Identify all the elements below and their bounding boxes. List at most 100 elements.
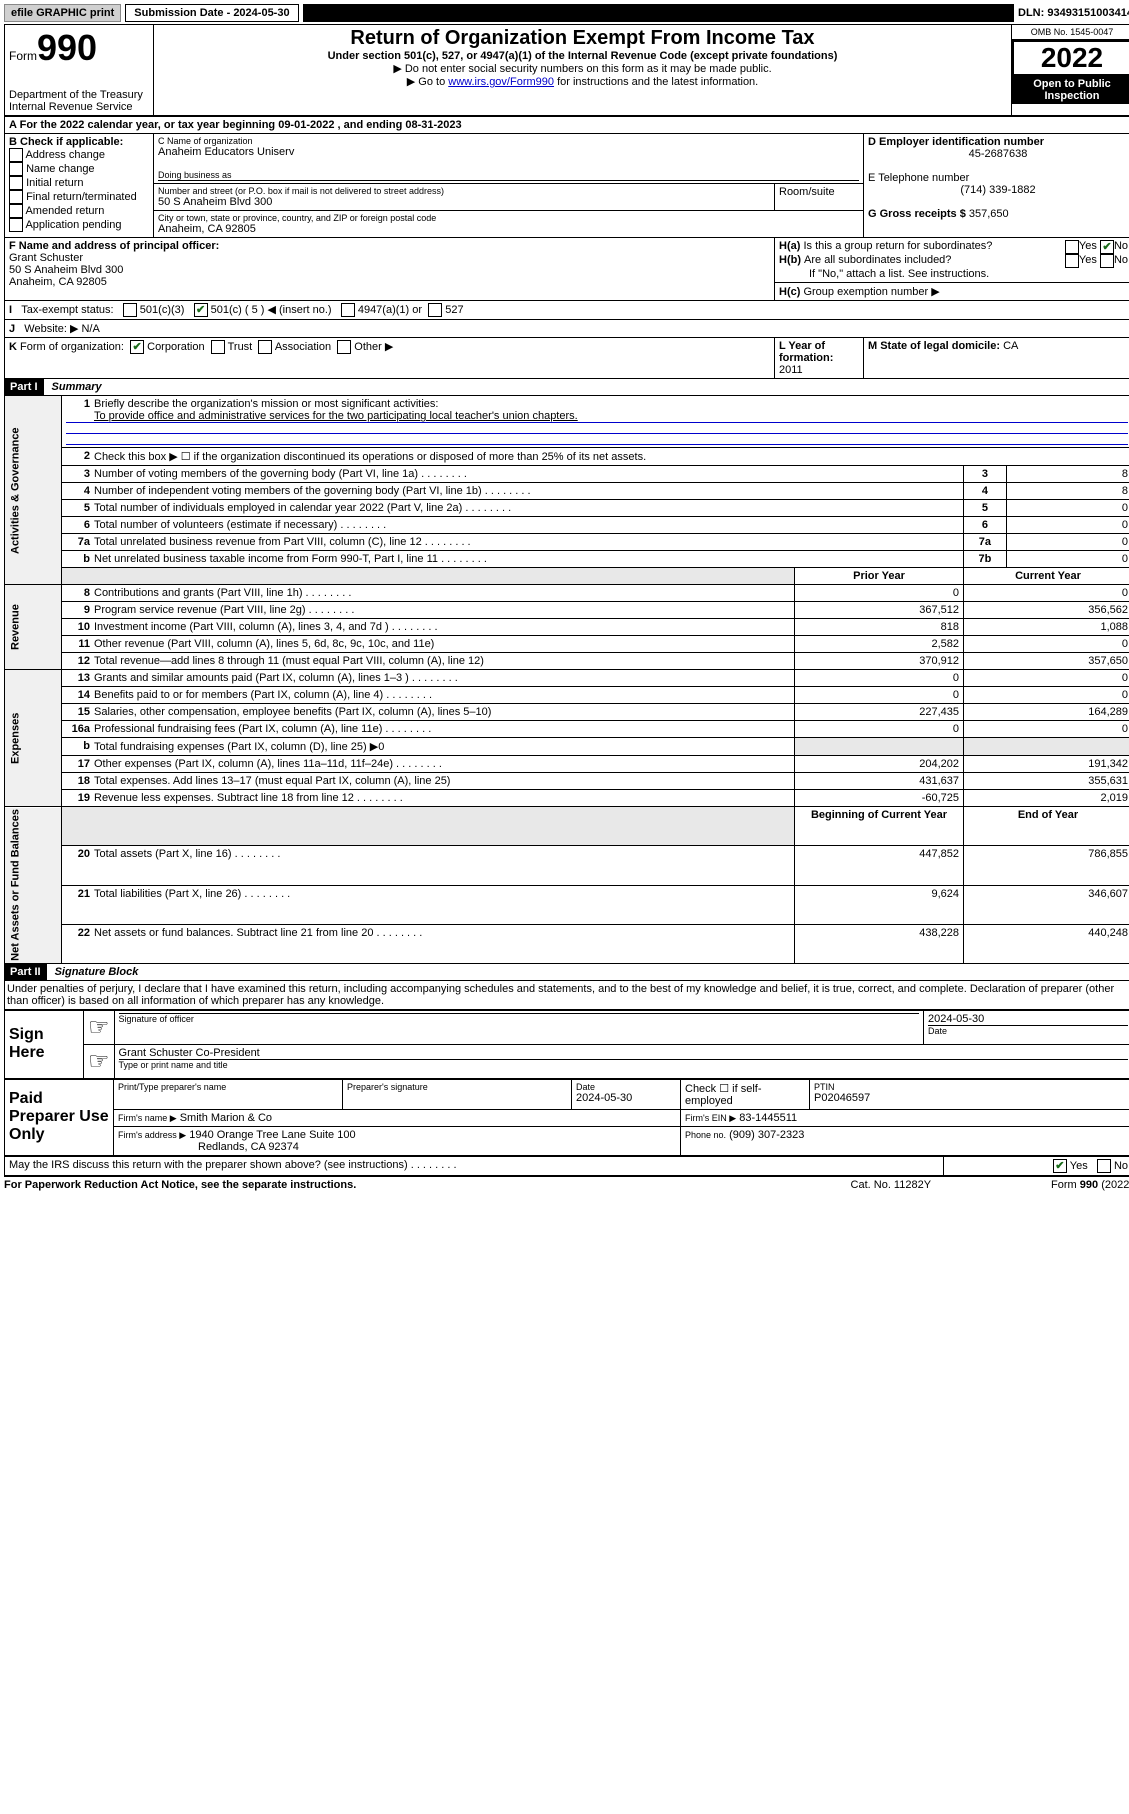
dept-treasury: Department of the Treasury <box>9 89 149 101</box>
omb: OMB No. 1545-0047 <box>1012 25 1129 40</box>
firm-addr2: Redlands, CA 92374 <box>118 1141 299 1153</box>
part1-table: Activities & Governance 1Briefly describ… <box>4 395 1129 964</box>
line5-box: 5 <box>964 500 1007 517</box>
line11-desc: Other revenue (Part VIII, column (A), li… <box>94 638 790 650</box>
line13-desc: Grants and similar amounts paid (Part IX… <box>94 672 790 684</box>
line22-prior: 438,228 <box>795 924 964 963</box>
line7a-box: 7a <box>964 534 1007 551</box>
line16b-desc: Total fundraising expenses (Part IX, col… <box>94 740 790 753</box>
signature-table: Sign Here ☞ Signature of officer 2024-05… <box>4 1010 1129 1079</box>
hb-yes[interactable] <box>1065 254 1079 268</box>
check-4947[interactable] <box>341 303 355 317</box>
phone-label: E Telephone number <box>868 172 1128 184</box>
website-label: Website: ▶ <box>24 323 78 335</box>
line18-cur: 355,631 <box>964 773 1129 790</box>
line14-desc: Benefits paid to or for members (Part IX… <box>94 689 790 701</box>
line22-cur: 440,248 <box>964 924 1129 963</box>
ha-yes[interactable] <box>1065 240 1079 254</box>
line20-prior: 447,852 <box>795 846 964 885</box>
line2: Check this box ▶ ☐ if the organization d… <box>94 450 646 463</box>
line19-desc: Revenue less expenses. Subtract line 18 … <box>94 792 790 804</box>
section-a: A For the 2022 calendar year, or tax yea… <box>4 116 1129 379</box>
line14-cur: 0 <box>964 687 1129 704</box>
discuss-no[interactable] <box>1097 1159 1111 1173</box>
prep-phone-label: Phone no. <box>685 1130 726 1140</box>
tax-exempt-label: Tax-exempt status: <box>21 304 113 316</box>
ha-no[interactable] <box>1100 240 1114 254</box>
col-end: End of Year <box>964 807 1129 846</box>
dln: DLN: 93493151003414 <box>1018 7 1129 19</box>
check-other[interactable] <box>337 340 351 354</box>
line3-box: 3 <box>964 466 1007 483</box>
check-final[interactable]: Final return/terminated <box>9 190 149 204</box>
preparer-table: Paid Preparer Use Only Print/Type prepar… <box>4 1079 1129 1156</box>
discuss-yes[interactable] <box>1053 1159 1067 1173</box>
form-subtitle: Under section 501(c), 527, or 4947(a)(1)… <box>158 50 1007 62</box>
paid-preparer-label: Paid Preparer Use Only <box>5 1079 114 1155</box>
line20-desc: Total assets (Part X, line 16) <box>94 848 790 860</box>
efile-button[interactable]: efile GRAPHIC print <box>4 4 121 22</box>
hb-no[interactable] <box>1100 254 1114 268</box>
line6-val: 0 <box>1006 517 1129 534</box>
line4-desc: Number of independent voting members of … <box>94 485 959 497</box>
line12-cur: 357,650 <box>964 653 1129 670</box>
line14-prior: 0 <box>795 687 964 704</box>
line20-cur: 786,855 <box>964 846 1129 885</box>
line12-prior: 370,912 <box>795 653 964 670</box>
check-initial[interactable]: Initial return <box>9 176 149 190</box>
check-pending[interactable]: Application pending <box>9 218 149 232</box>
line17-desc: Other expenses (Part IX, column (A), lin… <box>94 758 790 770</box>
line7a-desc: Total unrelated business revenue from Pa… <box>94 536 959 548</box>
check-501c[interactable] <box>194 303 208 317</box>
irs-link[interactable]: www.irs.gov/Form990 <box>448 76 554 88</box>
col-begin: Beginning of Current Year <box>795 807 964 846</box>
tax-period: A For the 2022 calendar year, or tax yea… <box>5 117 1129 134</box>
may-discuss-label: May the IRS discuss this return with the… <box>9 1159 408 1171</box>
line16b-cur <box>964 738 1129 756</box>
line8-prior: 0 <box>795 585 964 602</box>
line3-desc: Number of voting members of the governin… <box>94 468 959 480</box>
line5-desc: Total number of individuals employed in … <box>94 502 959 514</box>
officer-addr1: 50 S Anaheim Blvd 300 <box>9 264 770 276</box>
ein-label: D Employer identification number <box>868 136 1128 148</box>
check-527[interactable] <box>428 303 442 317</box>
topbar-spacer <box>303 4 1014 22</box>
ein-value: 45-2687638 <box>868 148 1128 160</box>
check-trust[interactable] <box>211 340 225 354</box>
line15-cur: 164,289 <box>964 704 1129 721</box>
firm-name: Smith Marion & Co <box>180 1112 272 1124</box>
line4-box: 4 <box>964 483 1007 500</box>
line1-text: To provide office and administrative ser… <box>66 410 1128 422</box>
ptin-label: PTIN <box>814 1082 1128 1092</box>
prep-date: 2024-05-30 <box>576 1092 676 1104</box>
line21-desc: Total liabilities (Part X, line 26) <box>94 888 790 900</box>
officer-addr2: Anaheim, CA 92805 <box>9 276 770 288</box>
top-bar: efile GRAPHIC print Submission Date - 20… <box>4 4 1129 22</box>
ha-row: H(a) Is this a group return for subordin… <box>779 240 1128 254</box>
org-name: Anaheim Educators Uniserv <box>158 146 859 158</box>
check-assoc[interactable] <box>258 340 272 354</box>
check-address[interactable]: Address change <box>9 148 149 162</box>
line1-label: Briefly describe the organization's miss… <box>94 398 438 410</box>
line10-cur: 1,088 <box>964 619 1129 636</box>
room-label: Room/suite <box>775 184 864 211</box>
check-applicable-label: B Check if applicable: <box>9 136 149 148</box>
check-amended[interactable]: Amended return <box>9 204 149 218</box>
vlabel-expenses: Expenses <box>5 670 62 807</box>
line16a-prior: 0 <box>795 721 964 738</box>
city-label: City or town, state or province, country… <box>158 213 859 223</box>
check-501c3[interactable] <box>123 303 137 317</box>
line18-prior: 431,637 <box>795 773 964 790</box>
prep-check[interactable]: Check ☐ if self-employed <box>681 1079 810 1109</box>
line17-prior: 204,202 <box>795 756 964 773</box>
vlabel-governance: Activities & Governance <box>5 396 62 585</box>
check-name[interactable]: Name change <box>9 162 149 176</box>
check-corp[interactable] <box>130 340 144 354</box>
line5-val: 0 <box>1006 500 1129 517</box>
website-value: N/A <box>81 323 99 335</box>
part2-header: Part IISignature Block <box>4 964 1129 980</box>
line7a-val: 0 <box>1006 534 1129 551</box>
line16a-desc: Professional fundraising fees (Part IX, … <box>94 723 790 735</box>
line7b-box: 7b <box>964 551 1007 568</box>
addr-value: 50 S Anaheim Blvd 300 <box>158 196 770 208</box>
